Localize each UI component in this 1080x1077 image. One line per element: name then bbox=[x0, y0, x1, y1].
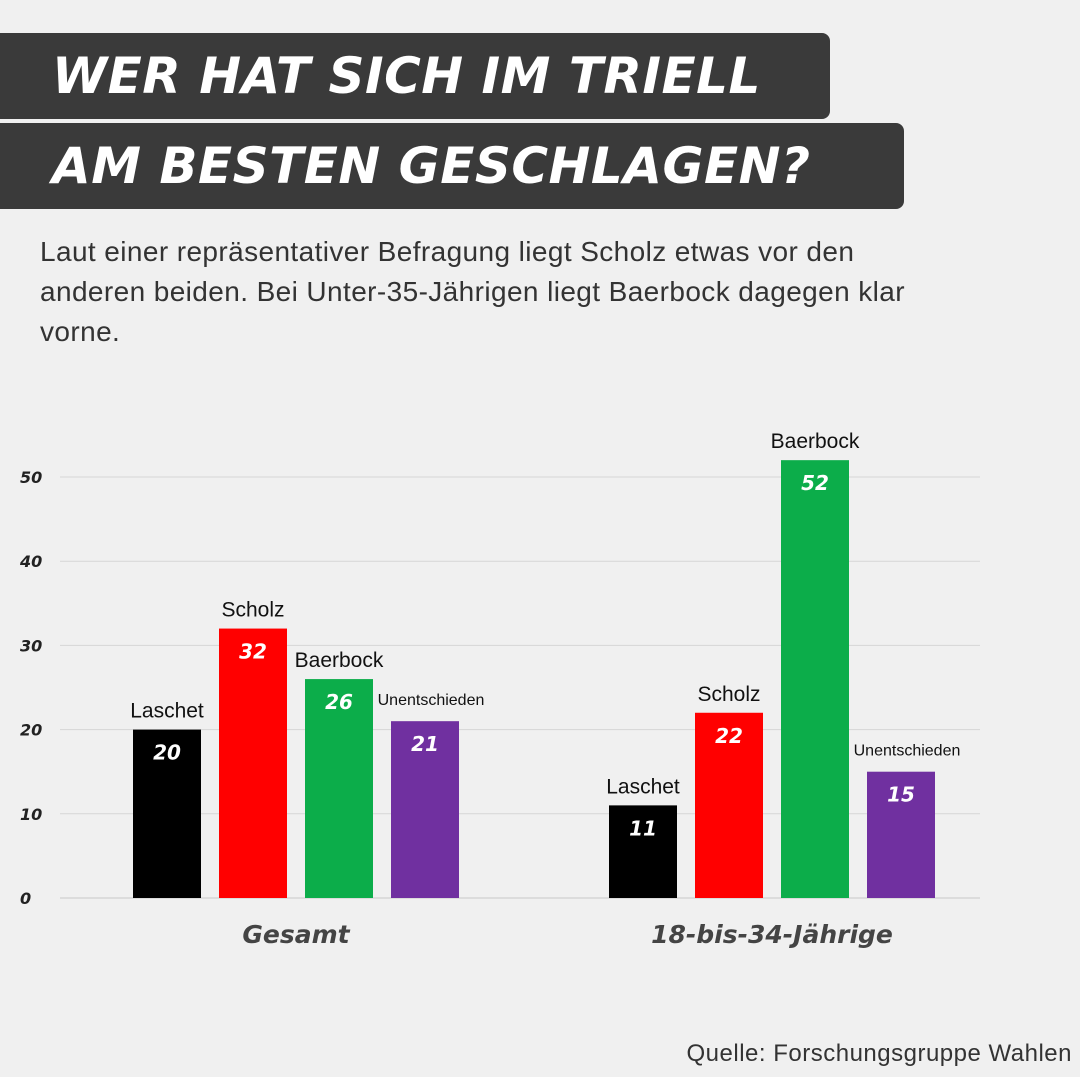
source-note: Quelle: Forschungsgruppe Wahlen bbox=[686, 1040, 1072, 1067]
group-label-1: 18-bis-34-Jährige bbox=[651, 920, 893, 949]
bar-0-laschet bbox=[133, 729, 201, 898]
bar-0-scholz bbox=[219, 628, 287, 898]
title-banner-line-2: AM BESTEN GESCHLAGEN? bbox=[0, 123, 904, 209]
title-line-2: AM BESTEN GESCHLAGEN? bbox=[52, 137, 811, 195]
y-tick-label-30: 30 bbox=[20, 636, 42, 655]
bar-name-label-1-baerbock: Baerbock bbox=[771, 430, 860, 453]
bar-1-unentschieden bbox=[867, 771, 935, 898]
bar-name-label-0-scholz: Scholz bbox=[221, 599, 284, 622]
bar-name-label-1-scholz: Scholz bbox=[697, 683, 760, 706]
title-banner-line-1: WER HAT SICH IM TRIELL bbox=[0, 33, 830, 119]
y-tick-label-40: 40 bbox=[19, 552, 42, 571]
group-label-0: Gesamt bbox=[242, 920, 350, 949]
bar-chart: 0 10 20 30 40 50 20 Laschet 32 Scholz 26 Baerbock 21… bbox=[19, 430, 980, 949]
bar-name-label-0-baerbock: Baerbock bbox=[295, 649, 384, 672]
y-tick-label-10: 10 bbox=[20, 805, 42, 824]
y-tick-label-0: 0 bbox=[20, 889, 31, 908]
bar-1-baerbock bbox=[781, 460, 849, 898]
value-label-0-baerbock: 26 bbox=[325, 690, 353, 714]
value-label-1-baerbock: 52 bbox=[801, 471, 829, 495]
bar-name-label-1-unentschieden: Unentschieden bbox=[854, 743, 961, 760]
y-tick-label-20: 20 bbox=[20, 721, 42, 740]
bar-name-label-1-laschet: Laschet bbox=[606, 775, 680, 798]
bar-0-unentschieden bbox=[391, 721, 459, 898]
bar-name-label-0-unentschieden: Unentschieden bbox=[378, 692, 485, 709]
value-label-1-laschet: 11 bbox=[629, 816, 657, 840]
subtitle: Laut einer repräsentativer Befragung lie… bbox=[40, 236, 905, 347]
title-line-1: WER HAT SICH IM TRIELL bbox=[52, 47, 761, 105]
bar-1-laschet bbox=[609, 805, 677, 898]
y-tick-label-50: 50 bbox=[20, 468, 42, 487]
value-label-0-scholz: 32 bbox=[239, 640, 267, 664]
value-label-1-unentschieden: 15 bbox=[887, 783, 915, 807]
bar-1-scholz bbox=[695, 712, 763, 898]
bar-0-baerbock bbox=[305, 679, 373, 898]
value-label-1-scholz: 22 bbox=[715, 724, 743, 748]
value-label-0-unentschieden: 21 bbox=[411, 732, 439, 756]
bar-name-label-0-laschet: Laschet bbox=[130, 700, 204, 723]
value-label-0-laschet: 20 bbox=[153, 741, 181, 765]
